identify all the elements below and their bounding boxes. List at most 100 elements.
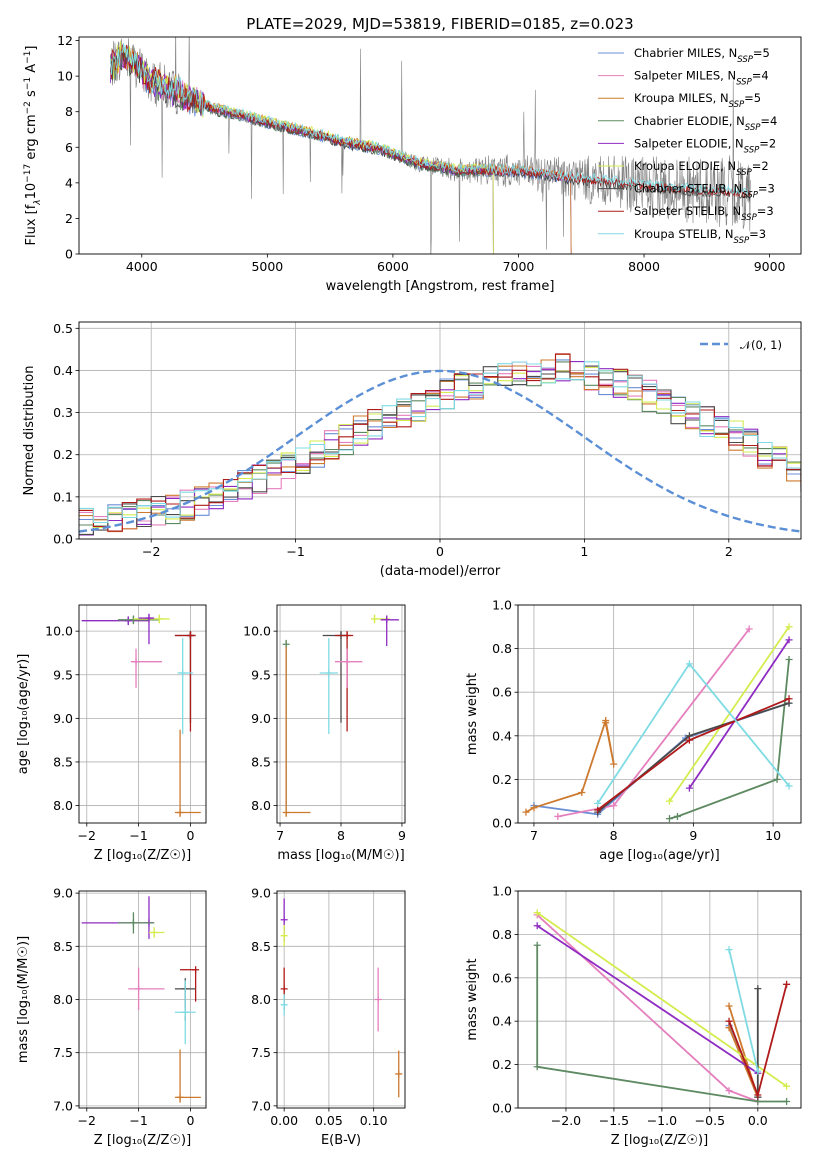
mass_weight_vs_age-series-point <box>785 636 793 644</box>
spectrum-ylabel-part: 10 <box>24 183 39 200</box>
spectrum-model-line <box>110 44 751 198</box>
spectrum-model-line <box>110 45 572 254</box>
age_vs_mass-plot-area <box>282 614 399 817</box>
age_vs_mass-xtick-label: 7 <box>276 828 284 843</box>
age_vs_Z-point <box>132 658 140 666</box>
mass_weight_vs_age-ytick-label: 0.2 <box>492 772 512 787</box>
mass_weight_vs_age-series-point <box>554 812 562 820</box>
legend-entry: Salpeter ELODIE, NSSP=2 <box>634 136 776 155</box>
legend-entry: Chabrier ELODIE, NSSP=4 <box>634 114 777 133</box>
mass_vs_Z-xtick-label: −2 <box>78 1113 96 1128</box>
age_vs_Z-ytick-label: 10.0 <box>45 624 73 639</box>
mass_vs_Z-ytick-label: 9.0 <box>53 886 73 901</box>
mass_vs_Z-ylabel: mass [log₁₀(M/M☉)] <box>16 936 31 1063</box>
mass_weight_vs_Z-series-point <box>725 946 733 954</box>
residual_histogram-ytick-label: 0.1 <box>53 489 73 504</box>
mass_weight_vs_Z-series-point <box>783 1097 791 1105</box>
age_vs_Z-ytick-label: 9.5 <box>53 667 73 682</box>
mass_weight_vs_Z-series-point <box>783 980 791 988</box>
residual_histogram-ytick-label: 0.0 <box>53 532 73 547</box>
age_vs_mass-xlabel: mass [log₁₀(M/M☉)] <box>277 848 404 863</box>
mass_vs_EBV-xtick-label: 0.00 <box>270 1113 298 1128</box>
age_vs_Z-xtick-label: −1 <box>129 828 147 843</box>
legend-entry-label: Salpeter MILES, N <box>634 69 736 83</box>
age_vs_mass-point <box>371 615 379 623</box>
mass_weight_vs_age-series-line <box>557 628 750 818</box>
mass_weight_vs_age-series-line <box>525 720 615 813</box>
legend-entry-label: Salpeter ELODIE, N <box>634 136 744 150</box>
mass_weight_vs_Z-xtick-label: −1.5 <box>599 1113 629 1128</box>
spectrum-ylabel-part: erg cm <box>24 114 39 163</box>
mass_weight_vs_Z-ytick-label: 0.4 <box>492 1014 512 1029</box>
spectrum-ytick-label: 2 <box>65 211 73 226</box>
spectrum-model-line <box>110 40 494 254</box>
spectrum-ylabel-part: Flux [f <box>24 204 39 245</box>
age_vs_mass-point <box>343 632 351 640</box>
mass_weight_vs_Z-frame <box>517 890 802 1109</box>
legend-entry-label: Kroupa STELIB, N <box>634 227 734 241</box>
spectrum-ylabel-part: −2 <box>23 101 33 114</box>
spectrum-xtick-label: 7000 <box>503 259 535 274</box>
mass_vs_EBV-frame <box>276 890 406 1109</box>
mass_weight_vs_age-ytick-label: 0.0 <box>492 816 512 831</box>
age_vs_mass-xtick-label: 9 <box>398 828 406 843</box>
legend-entry-label: Salpeter STELIB, N <box>634 204 741 218</box>
spectrum-ylabel-part: λ <box>33 199 43 205</box>
mass_weight_vs_age-axes: 7 8 9 10 0.0 0.2 0.4 0.6 0.8 1.0 age [log₁₀(age/yr… <box>465 598 802 863</box>
spectrum-ylabel-part: −17 <box>23 164 33 183</box>
age_vs_Z-point <box>145 614 153 622</box>
mass_vs_EBV-axes: 0.00 0.05 0.10 7.0 7.5 8.0 8.5 9.0 E(B-V) <box>251 886 406 1148</box>
mass_weight_vs_Z-xtick-label: 0.0 <box>748 1113 768 1128</box>
legend-entry-label: Chabrier STELIB, N <box>634 182 742 196</box>
mass_vs_Z-point <box>192 966 200 974</box>
mass_vs_EBV-ytick-label: 8.5 <box>251 939 271 954</box>
residual_histogram-ytick-label: 0.3 <box>53 405 73 420</box>
hist-step <box>79 361 801 536</box>
mass_weight_vs_age-series-point <box>610 802 618 810</box>
spectrum-xtick-label: 9000 <box>754 259 786 274</box>
hist-step <box>79 359 801 521</box>
mass_weight_vs_age-series-point <box>594 799 602 807</box>
spectrum-ytick-label: 4 <box>65 175 73 190</box>
normal-curve <box>79 369 801 533</box>
mass_vs_Z-point <box>176 1093 184 1101</box>
mass_weight_vs_age-ytick-label: 0.6 <box>492 685 512 700</box>
figure-title: PLATE=2029, MJD=53819, FIBERID=0185, z=0… <box>246 15 633 33</box>
mass_vs_Z-ytick-label: 8.5 <box>53 939 73 954</box>
residual_histogram-xtick-label: 1 <box>580 544 588 559</box>
residual_histogram-frame <box>78 321 802 540</box>
spectrum-model-line <box>110 42 751 196</box>
legend-entry-sub: SSP <box>737 55 753 65</box>
age_vs_Z-ytick-label: 8.0 <box>53 798 73 813</box>
spectrum-xtick-label: 6000 <box>377 259 409 274</box>
mass_weight_vs_age-series-point <box>665 815 673 823</box>
mass_vs_Z-xlabel: Z [log₁₀(Z/Z☉)] <box>94 1133 191 1148</box>
mass_vs_EBV-point <box>280 1001 288 1009</box>
mass_weight_vs_age-series-point <box>685 784 693 792</box>
mass_weight_vs_Z-series-line <box>728 949 759 1072</box>
spectrum-ylabel-part: −1 <box>23 77 33 90</box>
spectrum-ylabel-part: ] <box>24 46 39 51</box>
mass_weight_vs_age-ylabel: mass weight <box>465 673 480 755</box>
residual_histogram-ytick-label: 0.2 <box>53 447 73 462</box>
age_vs_Z-point <box>179 669 187 677</box>
legend-entry: Chabrier MILES, NSSP=5 <box>634 46 770 65</box>
mass_weight_vs_Z-series-point <box>754 1067 762 1075</box>
mass_weight_vs_age-xtick-label: 8 <box>610 828 618 843</box>
mass_vs_EBV-xlabel: E(B-V) <box>321 1133 361 1148</box>
hist-step <box>79 361 801 530</box>
legend-entry-sub: SSP <box>745 123 761 133</box>
mass_weight_vs_Z-xtick-label: −1.0 <box>647 1113 677 1128</box>
age_vs_mass-frame <box>276 604 406 824</box>
age_vs_mass-ytick-label: 10.0 <box>243 624 271 639</box>
legend-entry-sub: SSP <box>744 145 760 155</box>
mass_weight_vs_Z-series-line <box>536 914 759 1103</box>
legend-entry-label: Chabrier ELODIE, N <box>634 114 745 128</box>
age_vs_Z-point <box>155 615 163 623</box>
mass_weight_vs_age-series-point <box>785 695 793 703</box>
legend-entry: Salpeter MILES, NSSP=4 <box>634 69 769 88</box>
age_vs_Z-xlabel: Z [log₁₀(Z/Z☉)] <box>94 848 191 863</box>
age_vs_Z-ytick-label: 8.5 <box>53 754 73 769</box>
spectrum-ylabel: Flux [fλ10−17 erg cm−2 s−1 A−1] <box>23 46 43 246</box>
mass_vs_Z-ytick-label: 7.0 <box>53 1098 73 1113</box>
